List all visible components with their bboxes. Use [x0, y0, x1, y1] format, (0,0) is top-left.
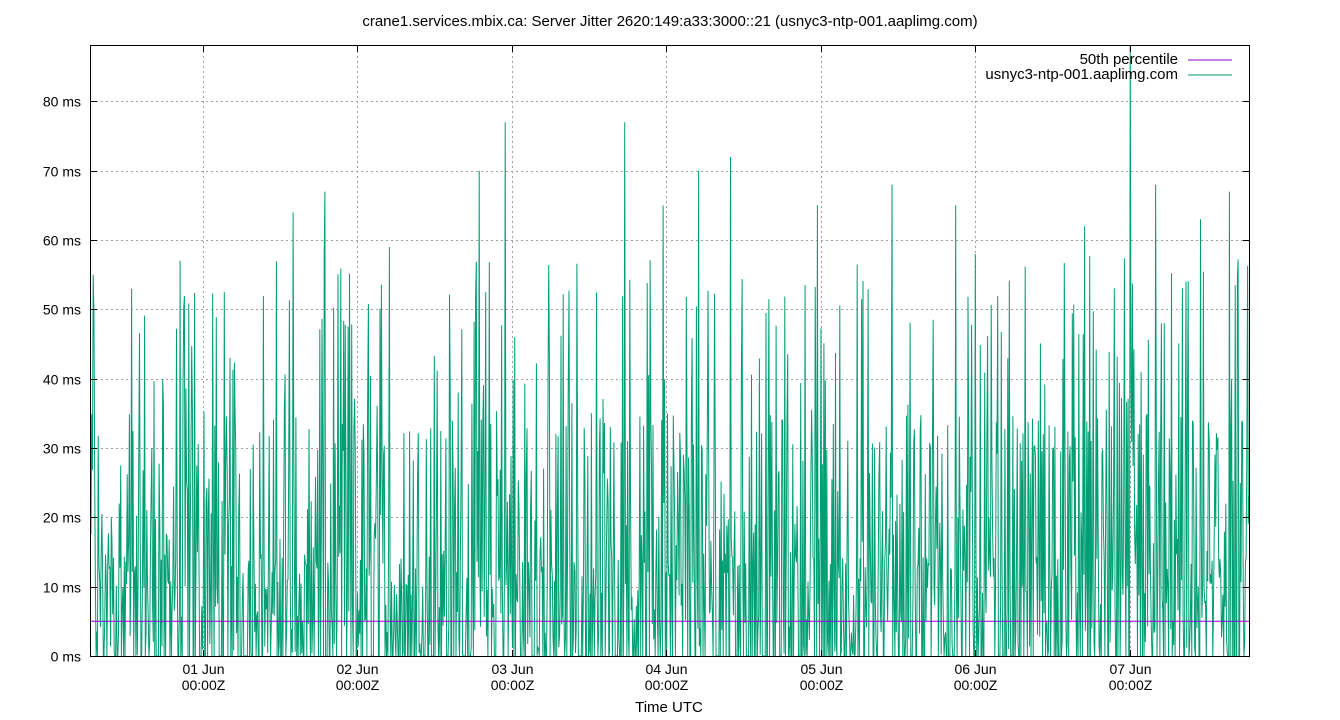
- x-tick-label-time: 00:00Z: [954, 677, 998, 693]
- x-tick-label-time: 00:00Z: [491, 677, 535, 693]
- legend-label-server: usnyc3-ntp-001.aaplimg.com: [985, 66, 1178, 83]
- y-tick-label: 20 ms: [43, 510, 81, 526]
- y-tick-label: 60 ms: [43, 233, 81, 249]
- legend-label-percentile: 50th percentile: [1080, 51, 1178, 68]
- x-tick-label-date: 03 Jun: [491, 661, 533, 677]
- series-line-server: [90, 45, 1250, 658]
- axis-ticks: 0 ms 10 ms 20 ms 30 ms 40 ms 50 ms 60 ms 70 ms 8…: [43, 46, 1249, 693]
- y-tick-label: 50 ms: [43, 302, 81, 318]
- legend: 50th percentile usnyc3-ntp-001.aaplimg.c…: [985, 51, 1232, 83]
- y-tick-label: 40 ms: [43, 372, 81, 388]
- x-tick-label-date: 02 Jun: [336, 661, 378, 677]
- y-tick-label: 10 ms: [43, 580, 81, 596]
- x-tick-label-date: 01 Jun: [182, 661, 224, 677]
- chart-title: crane1.services.mbix.ca: Server Jitter 2…: [362, 13, 977, 30]
- x-axis-label: Time UTC: [635, 699, 703, 716]
- x-tick-label-time: 00:00Z: [800, 677, 844, 693]
- y-tick-label: 70 ms: [43, 164, 81, 180]
- y-tick-label: 0 ms: [51, 649, 81, 665]
- y-tick-label: 30 ms: [43, 441, 81, 457]
- x-tick-label-time: 00:00Z: [645, 677, 689, 693]
- y-tick-label: 80 ms: [43, 94, 81, 110]
- plot-area: [90, 45, 1250, 658]
- x-tick-label-date: 04 Jun: [645, 661, 687, 677]
- grid-lines: [91, 46, 1249, 656]
- x-tick-label-date: 06 Jun: [954, 661, 996, 677]
- x-tick-label-date: 05 Jun: [800, 661, 842, 677]
- x-tick-label-date: 07 Jun: [1109, 661, 1151, 677]
- x-tick-label-time: 00:00Z: [336, 677, 380, 693]
- plot-border: [90, 45, 1250, 657]
- x-tick-label-time: 00:00Z: [1109, 677, 1153, 693]
- x-tick-label-time: 00:00Z: [182, 677, 226, 693]
